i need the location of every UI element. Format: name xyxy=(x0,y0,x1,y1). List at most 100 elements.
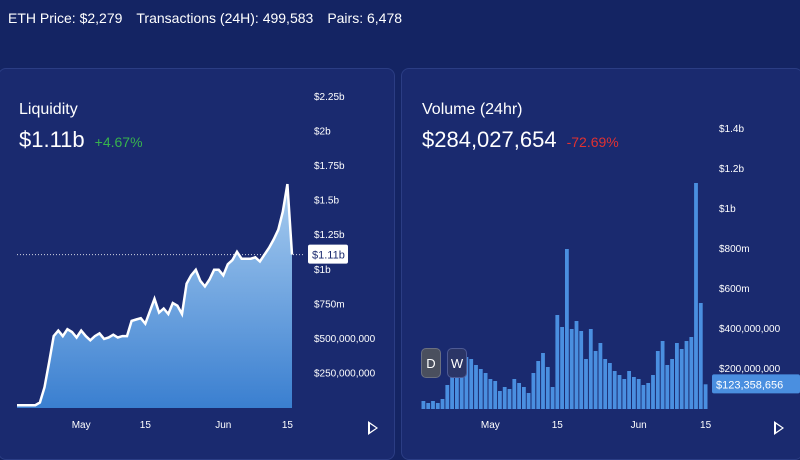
volume-x-axis: May 15 Jun 15 xyxy=(481,420,712,431)
volume-bar xyxy=(526,393,531,409)
volume-bar xyxy=(651,375,655,409)
volume-y-tick: $1.4b xyxy=(719,124,744,135)
volume-y-tick: $600m xyxy=(719,284,750,295)
volume-bar xyxy=(555,315,560,409)
liquidity-panel: $250,000,000 $500,000,000 $750m $1b $1.25b $1… xyxy=(0,68,395,460)
volume-bar xyxy=(588,329,593,409)
play-icon[interactable] xyxy=(774,421,784,435)
liquidity-badge-bg xyxy=(308,244,348,264)
volume-bar xyxy=(536,361,541,409)
volume-bar xyxy=(646,383,651,409)
liquidity-y-tick: $2.25b xyxy=(314,92,345,103)
volume-current-label: $123,358,656 xyxy=(716,379,783,391)
volume-bar xyxy=(684,341,689,409)
volume-bar xyxy=(517,383,521,409)
volume-bar xyxy=(670,359,674,409)
liquidity-y-tick: $1.25b xyxy=(314,230,345,241)
volume-y-axis: $200,000,000 $400,000,000 $600m $800m $1b $1.… xyxy=(719,124,781,375)
volume-title: Volume (24hr) xyxy=(422,101,523,118)
play-icon[interactable] xyxy=(368,421,378,435)
volume-y-tick: $1b xyxy=(719,204,736,215)
volume-bar xyxy=(593,351,598,409)
volume-bar xyxy=(431,401,435,409)
transactions-stat: Transactions (24H): 499,583 xyxy=(136,10,314,26)
volume-bar xyxy=(612,371,617,409)
volume-bar xyxy=(665,365,670,409)
volume-chart[interactable]: $200,000,000 $400,000,000 $600m $800m $1b $1.… xyxy=(402,69,800,460)
volume-bar xyxy=(478,369,483,409)
volume-bar xyxy=(440,399,445,409)
liquidity-x-tick: 15 xyxy=(282,420,294,431)
volume-bar xyxy=(545,367,550,409)
liquidity-change: +4.67% xyxy=(94,134,143,150)
liquidity-x-axis: May 15 Jun 15 xyxy=(72,420,294,431)
volume-bar xyxy=(660,341,665,409)
volume-bar xyxy=(632,377,636,409)
volume-bar xyxy=(445,385,450,409)
volume-bar xyxy=(450,375,454,409)
liquidity-x-tick: Jun xyxy=(215,420,231,431)
eth-price-stat: ETH Price: $2,279 xyxy=(8,10,123,26)
volume-bar xyxy=(608,363,612,409)
volume-bar xyxy=(574,321,579,409)
volume-current-badge: $123,358,656 xyxy=(712,374,800,394)
volume-bar xyxy=(622,379,627,409)
volume-bar xyxy=(474,365,478,409)
volume-bar xyxy=(703,384,708,409)
volume-bar xyxy=(531,373,536,409)
volume-x-tick: 15 xyxy=(552,420,564,431)
liquidity-value-row: $1.11b +4.67% xyxy=(19,127,143,153)
volume-x-tick: Jun xyxy=(631,420,647,431)
volume-bar xyxy=(421,401,426,409)
liquidity-y-tick: $500,000,000 xyxy=(314,334,376,345)
volume-bar xyxy=(426,403,431,409)
volume-bar xyxy=(541,353,545,409)
volume-bar xyxy=(565,249,569,409)
volume-bar xyxy=(641,385,646,409)
volume-bar xyxy=(579,331,584,409)
volume-y-tick: $400,000,000 xyxy=(719,324,781,335)
daily-button[interactable]: D xyxy=(421,348,441,378)
volume-bar xyxy=(636,379,641,409)
volume-bar xyxy=(694,183,698,409)
liquidity-y-tick: $750m xyxy=(314,299,345,310)
liquidity-line xyxy=(17,183,294,407)
volume-y-tick: $1.2b xyxy=(719,164,744,175)
volume-bar xyxy=(522,387,526,409)
liquidity-title: Liquidity xyxy=(19,101,78,118)
volume-bar xyxy=(560,327,564,409)
volume-value-row: $284,027,654 -72.69% xyxy=(422,127,619,153)
volume-bar xyxy=(455,369,459,409)
liquidity-y-tick: $1b xyxy=(314,265,331,276)
volume-bar xyxy=(498,391,502,409)
volume-bar xyxy=(483,373,488,409)
stats-bar: ETH Price: $2,279 Transactions (24H): 49… xyxy=(8,10,402,26)
volume-y-tick: $800m xyxy=(719,244,750,255)
liquidity-y-tick: $2b xyxy=(314,127,331,138)
liquidity-y-tick: $1.75b xyxy=(314,161,345,172)
volume-bar xyxy=(507,389,512,409)
volume-bar xyxy=(550,387,555,409)
liquidity-value: $1.11b xyxy=(19,127,85,152)
liquidity-current-badge: $1.11b xyxy=(308,244,348,264)
volume-bar xyxy=(655,351,660,409)
volume-bar xyxy=(512,379,517,409)
volume-bar xyxy=(584,359,588,409)
volume-bar xyxy=(675,343,679,409)
liquidity-y-axis: $250,000,000 $500,000,000 $750m $1b $1.25b $1… xyxy=(314,92,376,379)
volume-bar xyxy=(679,349,684,409)
volume-bar xyxy=(617,375,622,409)
volume-bar xyxy=(689,337,694,409)
volume-bar xyxy=(569,329,574,409)
liquidity-current-label: $1.11b xyxy=(312,250,345,262)
weekly-button[interactable]: W xyxy=(447,348,467,378)
liquidity-chart[interactable]: $250,000,000 $500,000,000 $750m $1b $1.25b $1… xyxy=(0,69,395,460)
volume-value: $284,027,654 xyxy=(422,127,557,152)
volume-badge-bg xyxy=(712,374,800,394)
volume-bar xyxy=(459,365,464,409)
volume-bar xyxy=(488,379,493,409)
volume-bar xyxy=(464,357,469,409)
liquidity-y-tick: $1.5b xyxy=(314,196,339,207)
volume-change: -72.69% xyxy=(566,134,619,150)
liquidity-y-tick: $250,000,000 xyxy=(314,368,376,379)
